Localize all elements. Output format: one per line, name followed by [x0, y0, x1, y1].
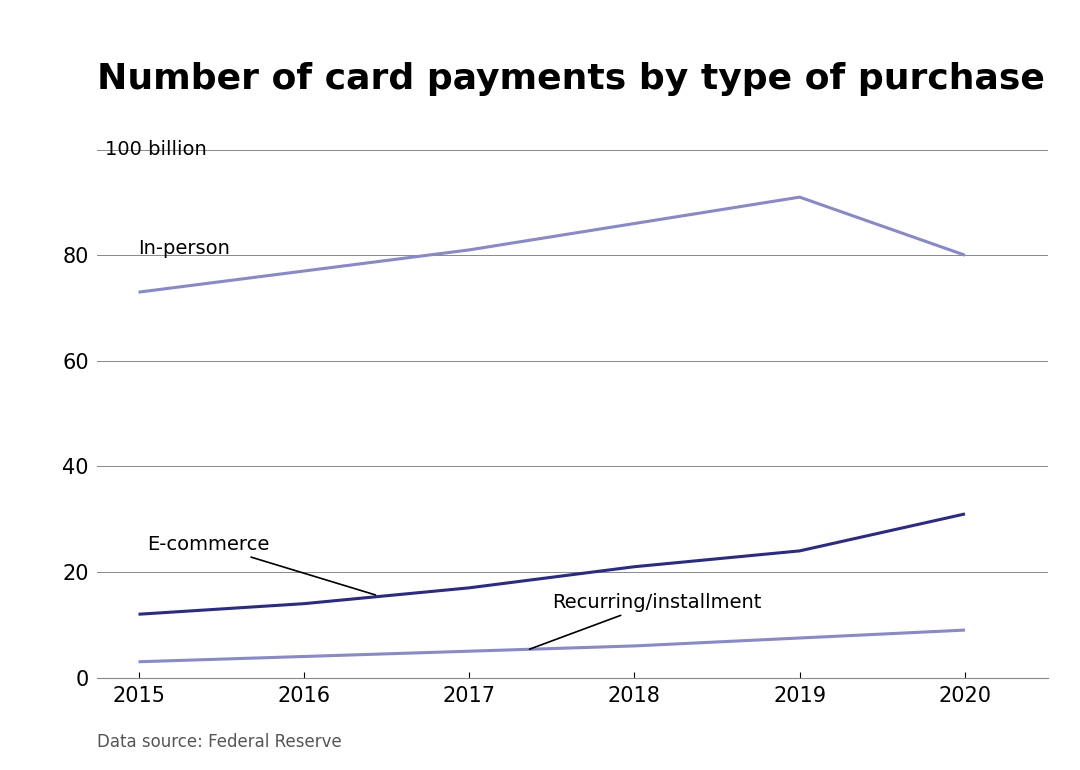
Text: Number of card payments by type of purchase: Number of card payments by type of purch…: [97, 62, 1045, 96]
Text: 100 billion: 100 billion: [106, 140, 207, 159]
Text: In-person: In-person: [138, 239, 230, 258]
Text: Data source: Federal Reserve: Data source: Federal Reserve: [97, 733, 342, 751]
Text: E-commerce: E-commerce: [147, 534, 376, 595]
Text: Recurring/installment: Recurring/installment: [529, 593, 761, 649]
